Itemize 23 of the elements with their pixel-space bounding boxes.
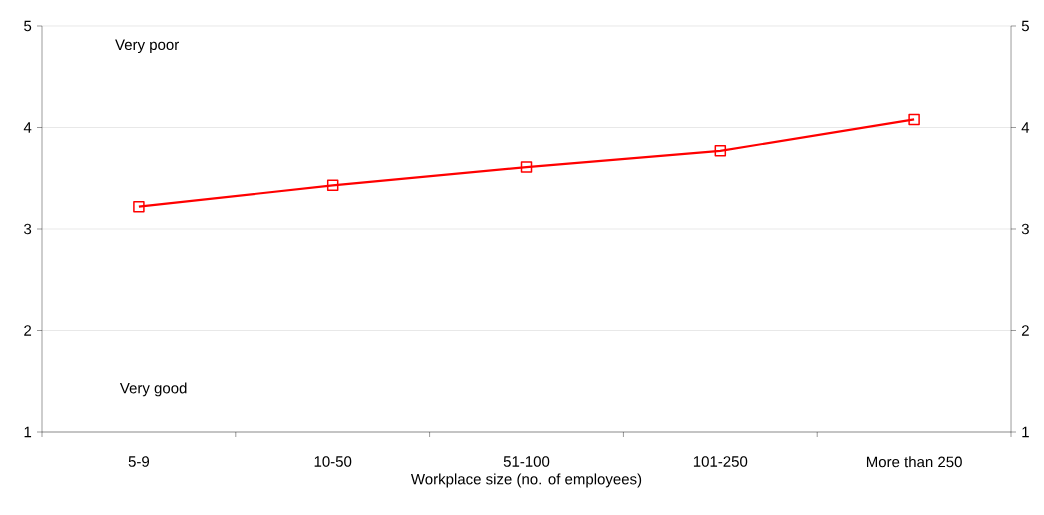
x-axis-title: Workplace size (no. of employees) bbox=[410, 473, 642, 488]
y-tick-label: 4 bbox=[23, 122, 32, 133]
y2-tick-label: 1 bbox=[1022, 426, 1029, 438]
point bbox=[133, 200, 145, 213]
point bbox=[520, 161, 533, 173]
y2-tick-label: 4 bbox=[1021, 122, 1030, 133]
y2-tick-label: 2 bbox=[1021, 325, 1029, 336]
y-tick-label: 1 bbox=[24, 426, 32, 438]
y-tick-label: 2 bbox=[24, 325, 32, 336]
point bbox=[326, 179, 339, 192]
annotation: Very good bbox=[119, 382, 187, 397]
x-tick-label: 10-50 bbox=[314, 456, 352, 467]
y-tick-label: 5 bbox=[24, 20, 32, 32]
annotation: Very poor bbox=[115, 39, 179, 54]
x-tick-label: 5-9 bbox=[128, 456, 150, 467]
x-tick-label: 51-100 bbox=[503, 456, 550, 467]
point bbox=[908, 113, 920, 126]
x-tick-label: More than 250 bbox=[866, 456, 962, 468]
y-tick-label: 3 bbox=[24, 223, 32, 235]
x-tick-label: 101-250 bbox=[693, 456, 748, 467]
y2-tick-label: 3 bbox=[1021, 223, 1029, 235]
point bbox=[714, 145, 727, 157]
y2-tick-label: 5 bbox=[1021, 20, 1029, 32]
